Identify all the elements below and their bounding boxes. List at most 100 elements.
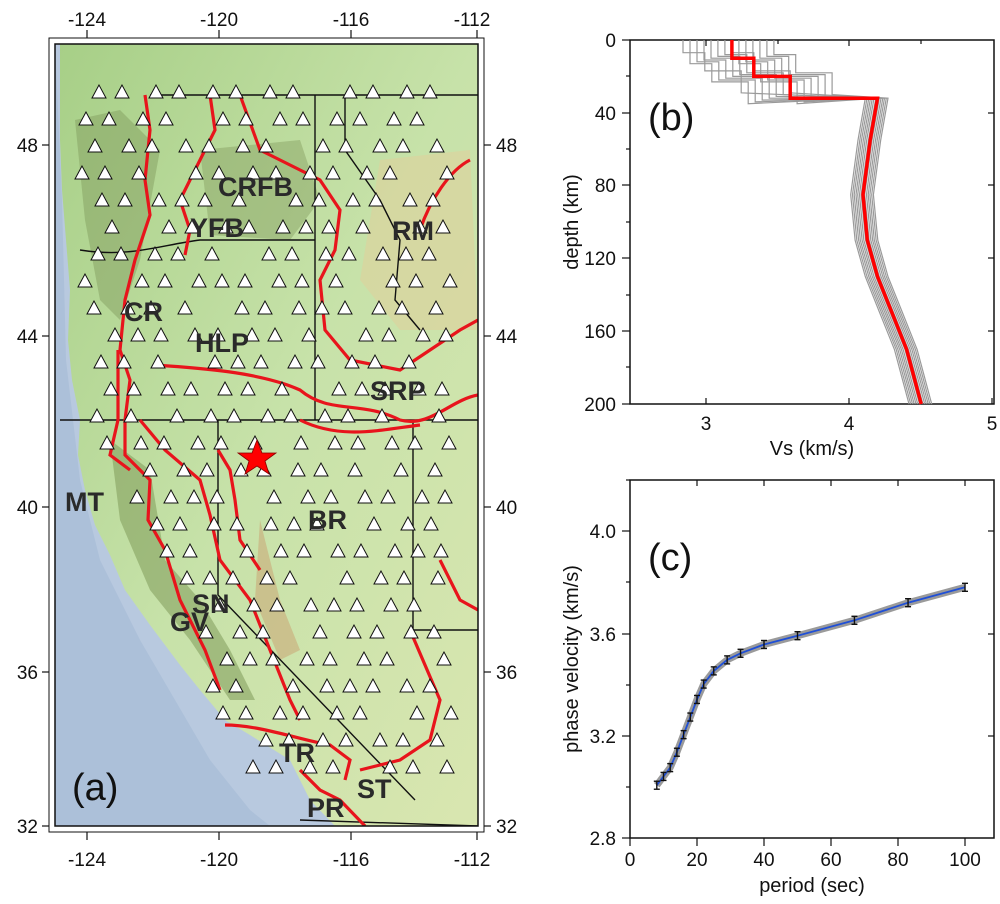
station-triangle-icon <box>101 110 117 126</box>
lat-left-tick-36: 36 <box>17 663 38 684</box>
station-triangle-icon <box>107 326 123 342</box>
station-triangle-icon <box>179 569 195 585</box>
pv-tick-2-8: 2.8 <box>590 829 616 850</box>
lat-right-tick-44: 44 <box>496 327 518 348</box>
lon-top-tick-120: -120 <box>200 10 238 31</box>
station-triangle-icon <box>209 488 225 504</box>
station-triangle-icon <box>142 461 158 477</box>
station-triangle-icon <box>354 380 370 396</box>
depth-tick-40: 40 <box>595 104 616 125</box>
profile-ensemble-line <box>759 40 929 405</box>
vs-tick-4: 4 <box>844 414 855 435</box>
station-triangle-icon <box>291 299 307 315</box>
station-triangle-icon <box>273 542 289 558</box>
station-triangle-icon <box>409 110 425 126</box>
pv-tick-3-2: 3.2 <box>590 727 616 748</box>
station-triangle-icon <box>323 488 339 504</box>
station-triangle-icon <box>191 272 207 288</box>
station-triangle-icon <box>238 110 254 126</box>
station-triangle-icon <box>315 137 331 153</box>
station-triangle-icon <box>163 488 179 504</box>
profile-ensemble-line <box>717 40 919 405</box>
station-triangle-icon <box>176 461 192 477</box>
period-tick-80: 80 <box>887 850 908 871</box>
map-frame-outer <box>48 37 485 833</box>
station-triangle-icon <box>232 623 248 639</box>
station-triangle-icon <box>433 542 449 558</box>
period-tick-40: 40 <box>753 850 774 871</box>
province-label-crfb: CRFB <box>218 172 293 202</box>
profile-tick-marks <box>622 39 994 405</box>
station-triangle-icon <box>371 299 387 315</box>
station-triangle-icon <box>198 623 214 639</box>
dispersion-tick-marks <box>622 479 994 846</box>
station-triangle-icon <box>219 650 235 666</box>
station-triangle-icon <box>353 542 369 558</box>
province-label-rm: RM <box>392 216 434 246</box>
panel-label-a: (a) <box>72 767 118 809</box>
station-triangle-icon <box>365 677 381 693</box>
station-triangle-icon <box>258 137 274 153</box>
station-triangle-icon <box>283 407 299 423</box>
lat-left-tick-32: 32 <box>17 817 38 838</box>
station-triangle-icon <box>346 623 362 639</box>
lat-right-tick-48: 48 <box>496 136 517 157</box>
station-triangle-icon <box>158 110 174 126</box>
station-triangle-icon <box>130 326 146 342</box>
station-triangle-icon <box>429 137 445 153</box>
station-triangle-icon <box>350 434 366 450</box>
station-triangle-icon <box>327 434 343 450</box>
depth-tick-160: 160 <box>584 322 616 343</box>
station-triangle-icon <box>257 299 273 315</box>
station-triangle-icon <box>281 731 297 747</box>
station-triangle-icon <box>422 677 438 693</box>
station-triangle-icon <box>78 110 94 126</box>
station-triangle-icon <box>126 380 142 396</box>
station-triangle-icon <box>89 407 105 423</box>
station-triangle-icon <box>213 434 229 450</box>
station-triangle-icon <box>430 569 446 585</box>
station-triangle-icon <box>429 731 445 747</box>
station-triangle-icon <box>148 83 164 99</box>
station-triangle-icon <box>412 218 428 234</box>
depth-tick-120: 120 <box>584 249 616 270</box>
station-triangle-icon <box>143 299 159 315</box>
station-triangle-icon <box>355 218 371 234</box>
station-triangle-icon <box>302 164 318 180</box>
station-triangle-icon <box>398 245 414 261</box>
station-triangle-icon <box>268 758 284 774</box>
station-triangle-icon <box>161 218 177 234</box>
station-triangle-icon <box>374 407 390 423</box>
station-triangle-icon <box>159 542 175 558</box>
station-triangle-icon <box>182 542 198 558</box>
province-label-st: ST <box>357 774 392 804</box>
station-triangle-icon <box>312 623 328 639</box>
station-triangle-icon <box>403 623 419 639</box>
station-triangle-icon <box>385 272 401 288</box>
station-triangle-icon <box>202 569 218 585</box>
station-triangle-icon <box>177 299 193 315</box>
station-triangle-icon <box>187 326 203 342</box>
station-triangle-icon <box>178 137 194 153</box>
station-triangle-icon <box>439 758 455 774</box>
period-tick-60: 60 <box>820 850 841 871</box>
station-triangle-icon <box>212 596 228 612</box>
station-triangle-icon <box>368 191 384 207</box>
station-triangle-icon <box>117 191 133 207</box>
station-triangle-icon <box>266 488 282 504</box>
station-triangle-icon <box>408 272 424 288</box>
station-triangle-icon <box>160 380 176 396</box>
station-triangle-icon <box>229 515 245 531</box>
profile-best-fit-line <box>730 40 923 405</box>
station-triangle-icon <box>372 137 388 153</box>
station-triangle-icon <box>204 245 220 261</box>
station-triangle-icon <box>437 488 453 504</box>
station-triangle-icon <box>150 353 166 369</box>
station-triangle-icon <box>262 83 278 99</box>
station-triangle-icon <box>349 596 365 612</box>
province-label-cr: CR <box>124 297 163 327</box>
station-triangle-icon <box>226 407 242 423</box>
station-triangle-icon <box>238 704 254 720</box>
station-triangle-icon <box>203 407 219 423</box>
